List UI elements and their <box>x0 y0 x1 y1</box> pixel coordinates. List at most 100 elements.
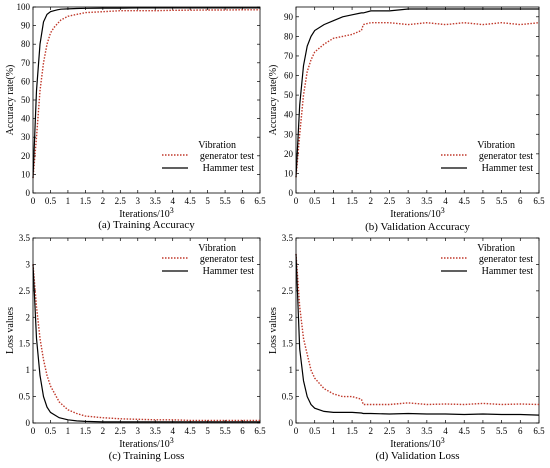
x-tick-label: 2.5 <box>384 426 396 436</box>
y-tick-label: 0 <box>26 418 31 428</box>
x-tick-label: 6.5 <box>254 196 266 206</box>
x-tick-label: 1.5 <box>346 196 358 206</box>
x-tick-label: 2.5 <box>115 196 127 206</box>
caption-b: (b) Validation Accuracy <box>365 221 470 233</box>
y-tick-label: 80 <box>21 39 31 49</box>
legend-label-vibration-line1: Vibration <box>477 243 515 254</box>
x-tick-label: 0 <box>31 426 36 436</box>
x-tick-label: 6 <box>518 426 523 436</box>
y-tick-label: 60 <box>284 71 294 81</box>
x-axis-label: Iterations/103 <box>390 206 445 220</box>
x-tick-label: 3.5 <box>421 426 433 436</box>
series-line-vibration-generator <box>295 253 540 406</box>
plot-frame <box>295 6 540 194</box>
y-tick-label: 60 <box>21 76 31 86</box>
x-tick-label: 5 <box>205 426 210 436</box>
y-tick-label: 0.5 <box>19 392 31 402</box>
y-tick-label: 1 <box>26 365 31 375</box>
x-axis-label-base: Iterations/10 <box>390 439 441 450</box>
x-tick-label: 6 <box>240 426 245 436</box>
y-tick-label: 40 <box>284 110 294 120</box>
y-tick-label: 50 <box>21 95 31 105</box>
y-tick-label: 1.5 <box>282 339 294 349</box>
legend-label-vibration-line1: Vibration <box>198 140 236 151</box>
y-tick-label: 2.5 <box>282 286 294 296</box>
legend-label-vibration-line1: Vibration <box>477 140 515 151</box>
legend-label-vibration-line1: Vibration <box>198 243 236 254</box>
plot-frame <box>295 237 540 424</box>
series-line-hammer <box>295 253 540 416</box>
caption-a: (a) Training Accuracy <box>98 219 195 231</box>
series-line-vibration-generator <box>32 264 260 422</box>
y-tick-label: 70 <box>284 51 294 61</box>
x-tick-label: 5.5 <box>219 196 231 206</box>
x-tick-label: 2.5 <box>384 196 396 206</box>
y-tick-label: 40 <box>21 114 31 124</box>
legend-label-hammer: Hammer test <box>482 163 534 174</box>
x-tick-label: 1.5 <box>80 426 92 436</box>
y-tick-label: 90 <box>21 21 31 31</box>
x-tick-label: 0 <box>294 196 299 206</box>
y-tick-label: 0 <box>289 188 294 198</box>
y-tick-label: 30 <box>284 129 294 139</box>
x-axis-label: Iterations/103 <box>119 436 174 450</box>
y-tick-label: 2.5 <box>19 286 31 296</box>
x-tick-label: 5 <box>205 196 210 206</box>
x-tick-label: 2 <box>369 196 374 206</box>
y-tick-label: 2 <box>26 312 31 322</box>
x-tick-label: 3 <box>406 426 411 436</box>
x-axis-label-base: Iterations/10 <box>390 209 441 220</box>
y-tick-label: 100 <box>17 2 31 12</box>
x-tick-label: 3 <box>406 196 411 206</box>
series-line-hammer <box>295 8 539 178</box>
y-tick-label: 90 <box>284 12 294 22</box>
y-tick-label: 0 <box>26 188 31 198</box>
y-tick-label: 10 <box>21 169 31 179</box>
x-tick-label: 2 <box>369 426 374 436</box>
y-tick-label: 70 <box>21 58 31 68</box>
x-tick-label: 0 <box>294 426 299 436</box>
x-tick-label: 6 <box>518 196 523 206</box>
x-tick-label: 3.5 <box>150 426 162 436</box>
x-tick-label: 3.5 <box>150 196 162 206</box>
x-tick-label: 5.5 <box>496 196 508 206</box>
y-tick-label: 50 <box>284 90 294 100</box>
y-tick-label: 2 <box>289 312 294 322</box>
panel-b: 0 0.5 1 1.5 2 2.5 3 3.5 4 4.5 5 5.5 6 6.5 0 10 20 30 40 50 6… <box>268 6 545 233</box>
x-tick-label: 5.5 <box>219 426 231 436</box>
x-tick-label: 6.5 <box>533 426 545 436</box>
x-tick-label: 1 <box>331 196 336 206</box>
x-tick-label: 4 <box>170 196 175 206</box>
y-tick-label: 1 <box>289 365 294 375</box>
x-tick-label: 5 <box>481 426 486 436</box>
legend-label-vibration-line2: generator test <box>200 151 254 162</box>
x-tick-label: 2 <box>101 196 106 206</box>
x-axis-label: Iterations/103 <box>119 206 174 220</box>
legend-label-hammer: Hammer test <box>482 266 534 277</box>
legend-label-hammer: Hammer test <box>203 163 255 174</box>
y-tick-label: 0.5 <box>282 392 294 402</box>
x-tick-label: 3 <box>136 196 141 206</box>
x-tick-label: 4 <box>443 196 448 206</box>
x-tick-label: 1.5 <box>80 196 92 206</box>
x-tick-label: 0.5 <box>45 426 57 436</box>
y-tick-label: 3 <box>289 259 294 269</box>
caption-d: (d) Validation Loss <box>375 450 459 462</box>
legend-label-vibration-line2: generator test <box>200 254 254 265</box>
x-tick-label: 4.5 <box>459 426 471 436</box>
y-tick-label: 3 <box>26 259 31 269</box>
x-tick-label: 4 <box>170 426 175 436</box>
series-line-hammer <box>32 7 260 179</box>
x-tick-label: 4 <box>443 426 448 436</box>
y-axis-label: Loss values <box>268 307 279 354</box>
x-tick-label: 2 <box>101 426 106 436</box>
y-tick-label: 20 <box>284 149 294 159</box>
x-tick-label: 0.5 <box>309 426 321 436</box>
x-tick-label: 2.5 <box>115 426 127 436</box>
x-axis-label-exponent: 3 <box>170 436 174 445</box>
y-tick-label: 10 <box>284 168 294 178</box>
panel-c: 0 0.5 1 1.5 2 2.5 3 3.5 4 4.5 5 5.5 6 6.5 0 0.5 1 1.5 2 2.5… <box>5 233 266 462</box>
